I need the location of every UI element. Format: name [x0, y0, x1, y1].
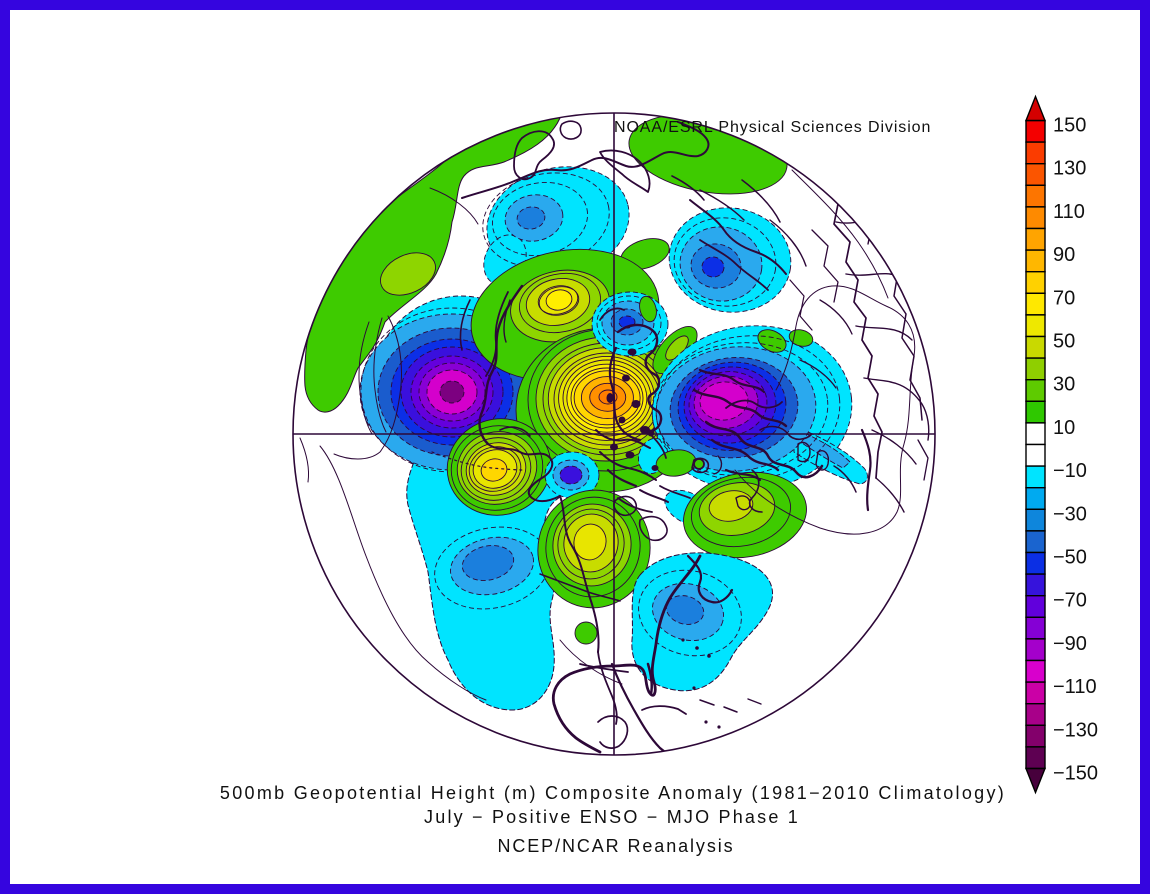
- svg-text:110: 110: [1053, 201, 1085, 223]
- svg-text:50: 50: [1053, 331, 1075, 353]
- svg-text:−130: −130: [1053, 719, 1098, 741]
- svg-text:−90: −90: [1053, 633, 1087, 655]
- svg-text:−30: −30: [1053, 503, 1087, 525]
- svg-text:−10: −10: [1053, 460, 1087, 482]
- svg-text:10: 10: [1053, 417, 1075, 439]
- svg-text:−110: −110: [1053, 676, 1097, 698]
- svg-text:500mb Geopotential Height (m): 500mb Geopotential Height (m) Composite …: [220, 783, 1006, 803]
- svg-text:−150: −150: [1053, 763, 1098, 785]
- svg-text:150: 150: [1053, 115, 1086, 137]
- svg-text:30: 30: [1053, 374, 1075, 396]
- svg-text:90: 90: [1053, 244, 1075, 266]
- svg-text:July − Positive ENSO − MJO Pha: July − Positive ENSO − MJO Phase 1: [424, 807, 800, 827]
- svg-text:−70: −70: [1053, 590, 1087, 612]
- svg-text:130: 130: [1053, 158, 1086, 180]
- svg-text:NCEP/NCAR Reanalysis: NCEP/NCAR Reanalysis: [497, 836, 734, 856]
- svg-text:NOAA/ESRL Physical Sciences Di: NOAA/ESRL Physical Sciences Division: [614, 119, 931, 136]
- svg-text:−50: −50: [1053, 547, 1087, 569]
- svg-text:70: 70: [1053, 287, 1075, 309]
